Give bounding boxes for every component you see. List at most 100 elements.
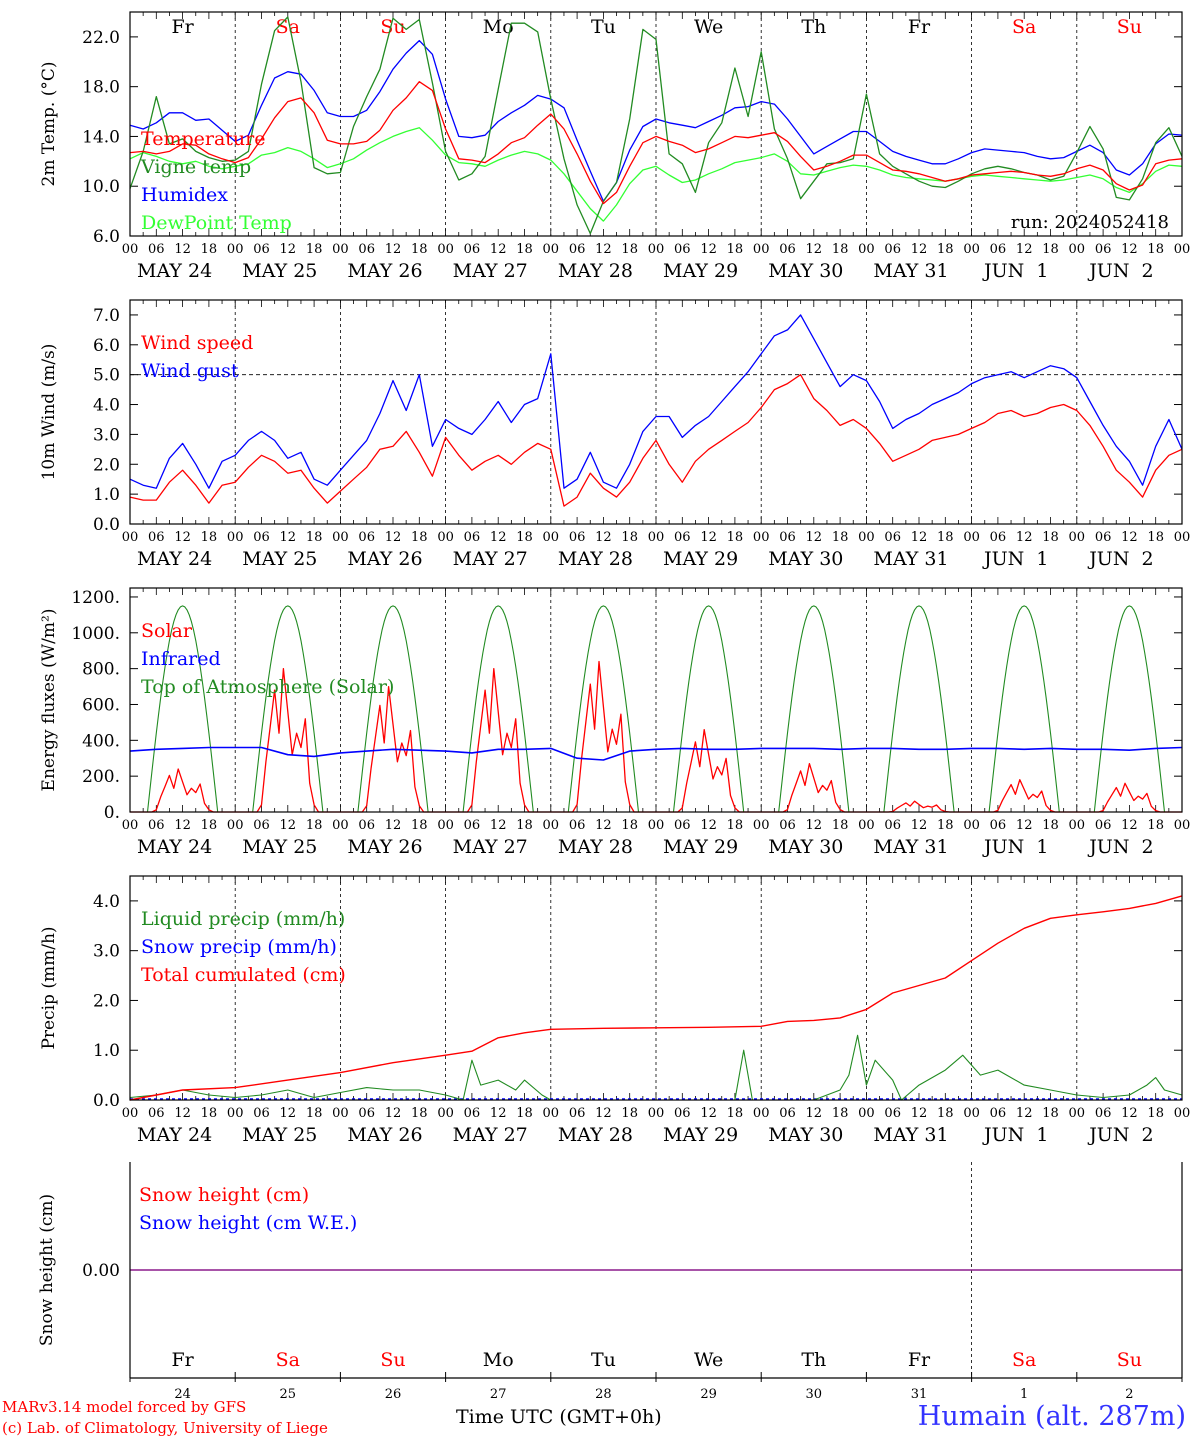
run-annotation: run: 2024052418 <box>1011 212 1169 233</box>
wind-gust-line <box>129 314 1183 489</box>
hour-tick-label: 18 <box>516 1106 533 1121</box>
hour-tick-label: 18 <box>937 818 954 833</box>
hour-tick-label: 00 <box>1174 242 1191 257</box>
hour-tick-label: 18 <box>937 242 954 257</box>
hour-tick-label: 06 <box>1095 818 1112 833</box>
legend-entry: Infrared <box>141 648 221 670</box>
date-label: MAY 24 <box>137 548 212 570</box>
hour-tick-label: 18 <box>937 1106 954 1121</box>
y-tick-label: 22.0 <box>82 28 120 48</box>
date-label: JUN 2 <box>1087 1124 1153 1146</box>
hour-tick-label: 18 <box>201 530 218 545</box>
hour-tick-label: 00 <box>122 242 139 257</box>
hour-tick-label: 00 <box>227 1106 244 1121</box>
temp-frame <box>129 11 1183 237</box>
hour-tick-label: 12 <box>911 242 928 257</box>
y-tick-label: 0.0 <box>93 515 120 535</box>
date-label: MAY 26 <box>347 260 422 282</box>
hour-tick-label: 06 <box>779 530 796 545</box>
date-label: JUN 2 <box>1087 836 1153 858</box>
y-axis-label: Snow height (cm) <box>37 1194 57 1346</box>
hour-tick-label: 12 <box>595 1106 612 1121</box>
hour-tick-label: 00 <box>1069 1106 1086 1121</box>
hour-tick-label: 12 <box>385 818 402 833</box>
date-label: MAY 27 <box>453 548 528 570</box>
weekday-label: Su <box>380 1349 405 1371</box>
lab-credit: (c) Lab. of Climatology, University of L… <box>2 1419 328 1437</box>
y-tick-label: 6.0 <box>93 227 120 247</box>
hour-tick-label: 12 <box>700 818 717 833</box>
y-tick-label: 10.0 <box>82 177 120 197</box>
date-label: JUN 2 <box>1087 260 1153 282</box>
weekday-label: Tu <box>591 1349 616 1371</box>
hour-tick-label: 18 <box>201 1106 218 1121</box>
weekday-label: Mo <box>483 1349 514 1371</box>
hour-tick-label: 18 <box>1147 530 1164 545</box>
hour-tick-label: 12 <box>1016 1106 1033 1121</box>
hour-tick-label: 12 <box>385 530 402 545</box>
hour-tick-label: 06 <box>148 530 165 545</box>
legend-entry: Wind gust <box>141 360 239 382</box>
day-number-label: 26 <box>385 1387 402 1402</box>
hour-tick-label: 06 <box>358 530 375 545</box>
hour-tick-label: 06 <box>1095 242 1112 257</box>
legend-entry: Snow height (cm) <box>139 1184 309 1206</box>
hour-tick-label: 00 <box>543 530 560 545</box>
day-number-label: 31 <box>911 1387 928 1402</box>
hour-tick-label: 06 <box>253 530 270 545</box>
hour-tick-label: 06 <box>464 242 481 257</box>
hour-tick-label: 18 <box>516 530 533 545</box>
hour-tick-label: 18 <box>306 530 323 545</box>
date-label: JUN 2 <box>1087 548 1153 570</box>
date-label: MAY 29 <box>663 260 738 282</box>
hour-tick-label: 00 <box>858 530 875 545</box>
hour-tick-label: 00 <box>437 818 454 833</box>
y-axis-label: Precip (mm/h) <box>39 926 59 1049</box>
y-tick-label: 400. <box>82 731 120 751</box>
y-tick-label: 0.0 <box>93 1091 120 1111</box>
hour-tick-label: 12 <box>1016 818 1033 833</box>
hour-tick-label: 00 <box>648 242 665 257</box>
date-label: JUN 1 <box>982 836 1048 858</box>
y-tick-label: 0. <box>104 803 120 823</box>
vigne-temp-line <box>129 16 1183 235</box>
legend-entry: Temperature <box>141 128 265 150</box>
hour-tick-label: 12 <box>806 530 823 545</box>
wind-frame <box>129 299 1183 525</box>
date-label: MAY 29 <box>663 548 738 570</box>
y-tick-label: 14.0 <box>82 127 120 147</box>
hour-tick-label: 00 <box>1069 818 1086 833</box>
hour-tick-label: 06 <box>253 242 270 257</box>
hour-tick-label: 18 <box>727 530 744 545</box>
hour-tick-label: 06 <box>674 1106 691 1121</box>
hour-tick-label: 18 <box>201 818 218 833</box>
y-tick-label: 18.0 <box>82 78 120 98</box>
date-label: MAY 25 <box>242 1124 317 1146</box>
hour-tick-label: 18 <box>621 242 638 257</box>
hour-tick-label: 18 <box>306 818 323 833</box>
y-tick-label: 5.0 <box>93 366 120 386</box>
hour-tick-label: 12 <box>911 1106 928 1121</box>
date-label: MAY 26 <box>347 548 422 570</box>
y-tick-label: 2.0 <box>93 991 120 1011</box>
hour-tick-label: 06 <box>1095 1106 1112 1121</box>
date-label: MAY 25 <box>242 548 317 570</box>
hour-tick-label: 06 <box>569 1106 586 1121</box>
hour-tick-label: 00 <box>437 1106 454 1121</box>
hour-tick-label: 12 <box>174 530 191 545</box>
weekday-label: Fr <box>908 1349 931 1371</box>
hour-tick-label: 00 <box>753 242 770 257</box>
hour-tick-label: 00 <box>963 1106 980 1121</box>
date-label: MAY 27 <box>453 1124 528 1146</box>
weekday-label: Fr <box>908 16 931 38</box>
hour-tick-label: 06 <box>569 818 586 833</box>
hour-tick-label: 06 <box>779 1106 796 1121</box>
day-number-label: 1 <box>1020 1387 1028 1402</box>
hour-tick-label: 18 <box>1042 818 1059 833</box>
hour-tick-label: 06 <box>148 818 165 833</box>
y-tick-label: 1200. <box>71 588 120 608</box>
weekday-label: Fr <box>171 1349 194 1371</box>
y-axis-label: 10m Wind (m/s) <box>39 344 59 481</box>
hour-tick-label: 00 <box>648 530 665 545</box>
